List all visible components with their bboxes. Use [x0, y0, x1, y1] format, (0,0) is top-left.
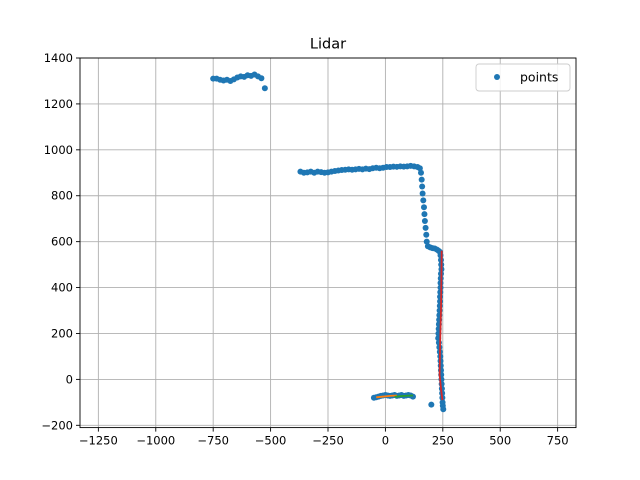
x-tick-label: 0: [382, 434, 389, 448]
lidar-point: [423, 231, 430, 238]
legend-marker-points: [494, 74, 500, 80]
legend-box: [475, 63, 571, 92]
lidar-point: [428, 401, 435, 408]
series-layer: [210, 71, 447, 413]
x-tick-label: 750: [547, 434, 569, 448]
lidar-point: [418, 169, 424, 176]
legend-label-points: points: [520, 70, 558, 85]
chart-title: Lidar: [310, 37, 346, 53]
x-tick-label: 250: [432, 434, 454, 448]
x-tick-label: −1250: [79, 434, 118, 448]
x-tick-label: −1000: [136, 434, 175, 448]
y-tick-label: 1000: [44, 143, 73, 157]
lidar-point: [420, 204, 427, 211]
y-tick-label: 200: [51, 326, 73, 340]
lidar-point: [423, 238, 430, 245]
lidar-point: [419, 183, 426, 190]
lidar-point: [416, 165, 423, 172]
lidar-point: [440, 406, 447, 413]
lidar-point: [258, 75, 265, 82]
fitted-line: [438, 250, 444, 401]
lidar-point: [420, 197, 427, 204]
y-axis: −200 0 200 400 600 800 1000 1200 1400: [41, 51, 80, 432]
lidar-point: [409, 393, 416, 400]
y-tick-label: 800: [51, 189, 73, 203]
lidar-point: [422, 224, 429, 231]
y-tick-label: 600: [51, 235, 73, 249]
y-tick-label: 1400: [44, 51, 73, 65]
y-tick-label: −200: [41, 418, 73, 432]
grid: [80, 57, 576, 428]
y-tick-label: 1200: [44, 97, 73, 111]
lidar-point: [421, 211, 428, 218]
lidar-point: [421, 217, 428, 224]
y-tick-label: 400: [51, 281, 73, 295]
x-tick-label: −750: [197, 434, 229, 448]
legend: points: [475, 63, 571, 92]
x-tick-label: 500: [489, 434, 511, 448]
lidar-point: [418, 176, 425, 183]
lidar-point: [419, 190, 426, 197]
x-tick-label: −500: [255, 434, 287, 448]
y-tick-label: 0: [66, 372, 73, 386]
x-tick-label: −250: [312, 434, 344, 448]
lidar-point: [261, 85, 268, 92]
x-axis: −1250 −1000 −750 −500 −250 0 250 500 750: [79, 427, 569, 448]
fitted-line: [394, 394, 414, 398]
fitted-line: [376, 394, 397, 399]
